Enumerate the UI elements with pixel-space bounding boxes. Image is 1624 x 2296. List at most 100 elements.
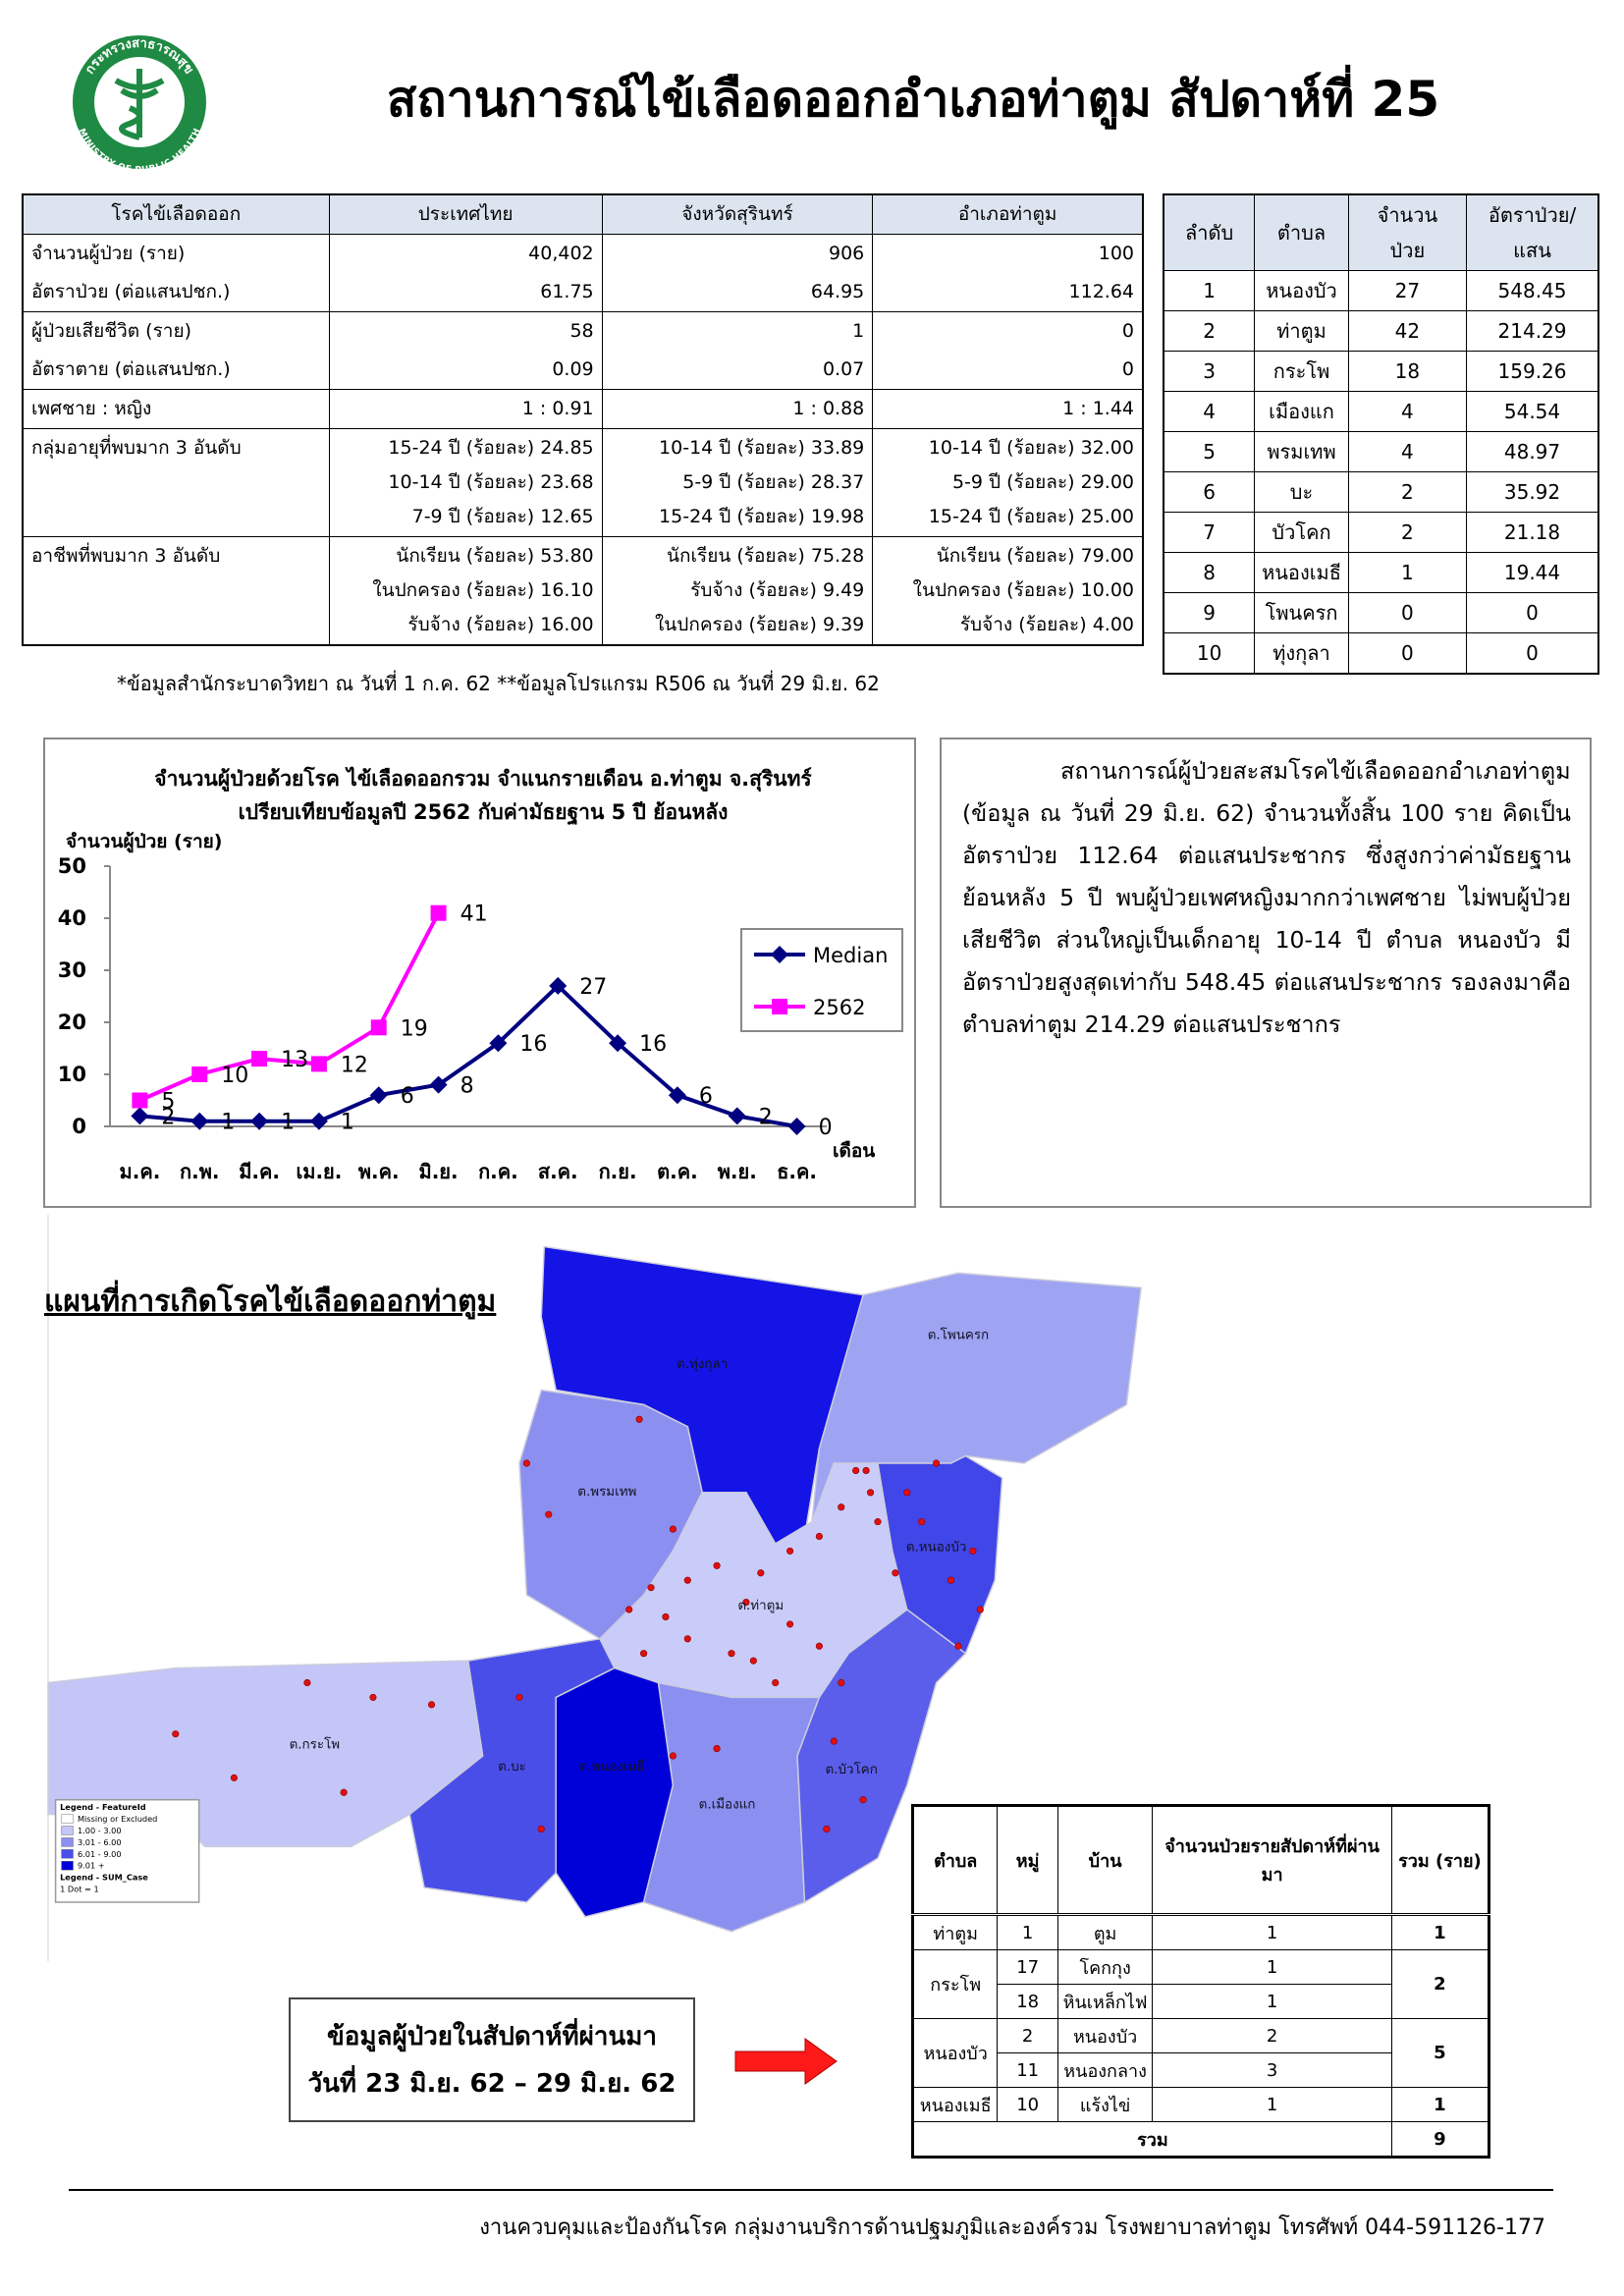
footer: งานควบคุมและป้องกันโรค กลุ่มงานบริการด้า… — [479, 2215, 1545, 2240]
cell: 21.18 — [1466, 512, 1599, 553]
map-dot — [947, 1576, 955, 1584]
cell-line: 10-14 ปี (ร้อยละ) 32.00 — [928, 437, 1134, 459]
cell: 1 : 0.91 — [328, 389, 603, 429]
cell: 0 — [1466, 632, 1599, 675]
cell-line: 5-9 ปี (ร้อยละ) 29.00 — [951, 471, 1134, 493]
map-dot — [749, 1657, 757, 1665]
series-line — [139, 983, 797, 1128]
data-label: 12 — [341, 1053, 368, 1077]
series-line — [138, 911, 441, 1103]
summary-table: โรคไข้เลือดออก ประเทศไทย จังหวัดสุรินทร์ อำ… — [22, 193, 1144, 646]
weekly-table: ตำบล หมู่ บ้าน จำนวนป่วยรายสัปดาห์ที่ผ่านมา… — [911, 1804, 1490, 2159]
cell: 11 — [997, 2052, 1058, 2088]
map-region — [408, 1637, 616, 1903]
legend-label: 2562 — [813, 996, 865, 1019]
marker — [369, 1086, 388, 1105]
row: กลุ่มอายุที่พบมาก 3 อันดับ 15-24 ปี (ร้อย… — [22, 428, 1143, 537]
x-tick-label: ต.ค. — [657, 1160, 698, 1183]
cell: 214.29 — [1466, 310, 1599, 352]
cell-line: นักเรียน (ร้อยละ) 79.00 — [936, 545, 1134, 567]
map-dot — [918, 1518, 926, 1526]
cell: อัตราป่วย (ต่อแสนปชก.) — [22, 273, 330, 312]
cell: 1 — [1163, 270, 1256, 311]
row: ท่าตูม 1 ตูม 1 1 — [911, 1914, 1490, 1950]
cell-line: 5-9 ปี (ร้อยละ) 28.37 — [682, 471, 865, 493]
map-legend-label: Legend - SUM_Case — [60, 1873, 148, 1883]
header-cell-line: แสน — [1513, 239, 1551, 262]
cell: ทุ่งกุลา — [1254, 632, 1349, 675]
cell-line: ในปกครอง (ร้อยละ) 9.39 — [655, 614, 865, 635]
data-label: 6 — [401, 1084, 414, 1109]
cell: 6 — [1163, 471, 1256, 513]
cell: รวม — [912, 2121, 1392, 2158]
cell: กระโพ — [1254, 351, 1349, 392]
cell: หนองกลาง — [1056, 2052, 1154, 2088]
cell: 61.75 — [328, 273, 603, 312]
cell: 19.44 — [1466, 552, 1599, 593]
data-label: 2 — [759, 1105, 773, 1129]
data-label: 16 — [639, 1032, 667, 1057]
cell-line: 10-14 ปี (ร้อยละ) 33.89 — [659, 437, 865, 459]
header-cell-line: ลำดับ — [1185, 221, 1234, 245]
map-label: ต.บะ — [498, 1760, 526, 1775]
data-label: 1 — [341, 1111, 354, 1135]
map-dot — [369, 1693, 377, 1701]
x-tick-label: ก.ย. — [599, 1160, 637, 1183]
marker — [250, 1112, 269, 1130]
cell: 1 — [1347, 552, 1468, 593]
marker — [430, 904, 447, 921]
header-cell: โรคไข้เลือดออก — [22, 194, 330, 235]
row: 2 ท่าตูม 42 214.29 — [1163, 310, 1599, 352]
cell-line: 15-24 ปี (ร้อยละ) 24.85 — [388, 437, 594, 459]
data-label: 10 — [221, 1064, 248, 1088]
map-dot — [866, 1489, 875, 1497]
map-dot — [830, 1737, 838, 1745]
legend-swatch — [61, 1849, 74, 1859]
map-dot — [515, 1693, 523, 1701]
map-dot — [522, 1459, 530, 1467]
marker — [668, 1086, 686, 1105]
cell: 2 — [1163, 310, 1256, 352]
header-row: โรคไข้เลือดออก ประเทศไทย จังหวัดสุรินทร์ อำ… — [22, 194, 1143, 235]
map-dot — [728, 1650, 735, 1658]
legend-swatch — [61, 1826, 74, 1835]
map-dot — [859, 1796, 867, 1804]
map-legend-label: 1 Dot = 1 — [60, 1885, 99, 1894]
cell: 17 — [997, 1949, 1058, 1985]
marker — [131, 1107, 149, 1125]
row: 6 บะ 2 35.92 — [1163, 471, 1599, 513]
map-dot — [786, 1547, 794, 1555]
x-tick-label: พ.ย. — [718, 1160, 757, 1183]
x-tick-label: ธ.ค. — [777, 1160, 817, 1183]
cell: 10 — [997, 2087, 1058, 2122]
header-cell-line: อัตราป่วย/ — [1488, 203, 1577, 227]
cell: 3 — [1163, 351, 1256, 392]
map-dot — [772, 1678, 780, 1687]
y-tick-label: 30 — [58, 958, 86, 982]
header-cell: ตำบล — [1254, 193, 1349, 271]
marker — [429, 1075, 448, 1094]
map-dot — [625, 1606, 633, 1613]
header-cell: ลำดับ — [1163, 193, 1256, 271]
cell: 7 — [1163, 512, 1256, 553]
map-dot — [815, 1642, 823, 1650]
data-label: 1 — [221, 1111, 235, 1135]
legend-swatch — [61, 1861, 74, 1871]
marker — [771, 946, 788, 963]
cell-line: ในปกครอง (ร้อยละ) 10.00 — [912, 579, 1134, 601]
map-dot — [838, 1678, 845, 1687]
cell-line: รับจ้าง (ร้อยละ) 16.00 — [407, 614, 594, 635]
cell: 2 — [1347, 471, 1468, 513]
y-tick-label: 0 — [72, 1115, 86, 1138]
map-dot — [537, 1825, 545, 1833]
cell: 4 — [1347, 431, 1468, 472]
map-label: ต.หนองบัว — [906, 1540, 967, 1555]
cell: 15-24 ปี (ร้อยละ) 24.85 10-14 ปี (ร้อยละ)… — [328, 428, 603, 537]
summary-text: สถานการณ์ผู้ป่วยสะสมโรคไข้เลือดออกอำเภอท… — [962, 757, 1571, 1038]
cell: 10 — [1163, 632, 1256, 675]
cell: โพนครก — [1254, 592, 1349, 633]
row: 18 หินเหล็กไฟ 1 — [913, 1984, 1489, 2019]
map-dot — [303, 1678, 311, 1687]
map-dot — [669, 1752, 677, 1760]
cell: 4 — [1163, 391, 1256, 432]
